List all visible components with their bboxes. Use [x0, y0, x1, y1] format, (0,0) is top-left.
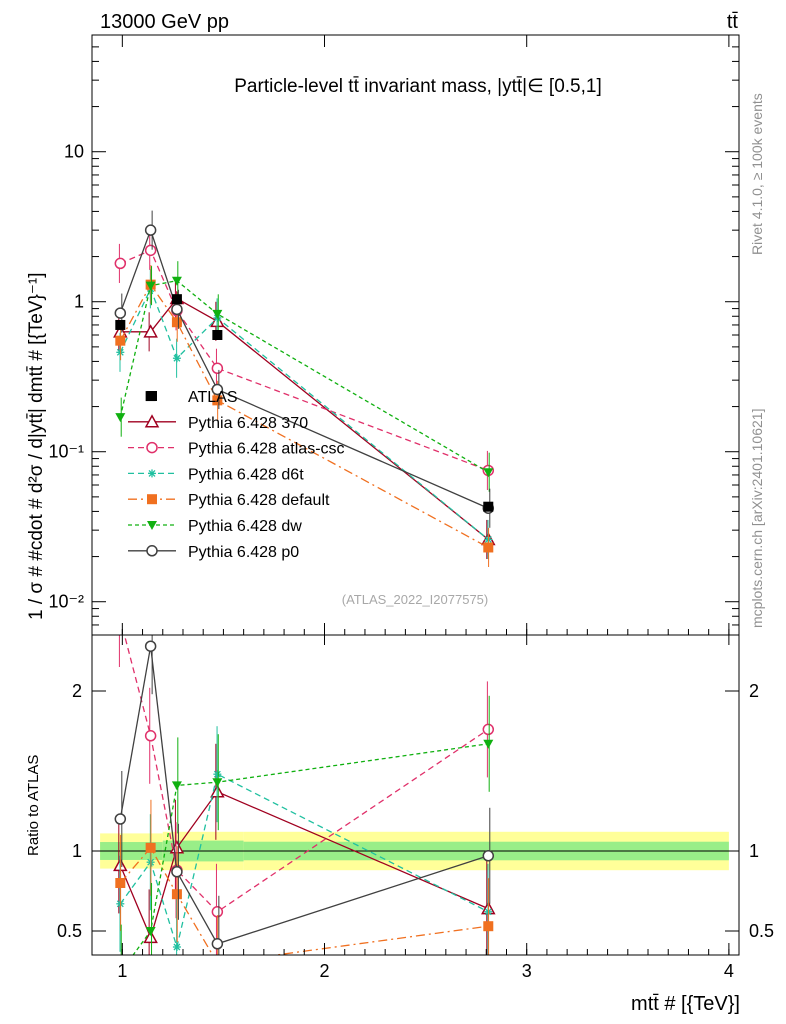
series-5-line — [119, 228, 489, 509]
header-left-label: 13000 GeV pp — [100, 11, 229, 33]
x-axis-label: mtt̄ # [{TeV}] — [631, 993, 740, 1015]
ratio-y-axis-label: Ratio to ATLAS — [25, 755, 42, 856]
series-1-point — [144, 244, 157, 257]
series-4-ratio-point — [212, 778, 223, 788]
y-tick-label: 10⁻² — [48, 592, 84, 612]
legend-marker — [144, 414, 160, 428]
ratio-tick-label-left: 1 — [72, 841, 82, 861]
series-5-point — [114, 307, 127, 319]
reference-point — [115, 319, 126, 330]
reference-point — [212, 330, 223, 340]
series-2-point-stroke — [173, 354, 181, 362]
y-tick-label: 1 — [74, 292, 84, 312]
ratio-tick-label-right: 1 — [749, 841, 759, 861]
legend-marker — [148, 469, 156, 478]
series-4-point — [145, 281, 156, 291]
x-tick-label: 3 — [522, 961, 532, 981]
reference-point — [483, 501, 494, 512]
series-0-point — [143, 324, 158, 338]
y-tick-label: 10 — [64, 142, 84, 162]
series-3-ratio-point — [145, 842, 156, 853]
legend-marker — [146, 441, 158, 454]
series-1-ratio-point — [482, 723, 495, 736]
legend-marker-stroke — [148, 469, 156, 477]
series-4-ratio-point — [145, 927, 156, 936]
series-2-ratio-point — [172, 943, 181, 951]
legend: ATLAS Pythia 6.428 370 Pythia 6.428 atlas-… — [128, 389, 345, 561]
series-2-ratio-point-stroke — [173, 943, 181, 951]
y-tick-label: 10⁻¹ — [48, 442, 84, 462]
series-4-point — [212, 309, 223, 319]
legend-marker — [146, 545, 158, 557]
series-0-ratio-point — [143, 929, 158, 944]
series-1-ratio-line — [123, 635, 489, 913]
mcplots-label: mcplots.cern.ch [arXiv:2401.10621] — [749, 409, 765, 628]
y-axis-label: 1 / σ # #cdot # d²σ / d|ytt̄| dmtt̄ # [{… — [26, 272, 47, 620]
series-1-point — [114, 257, 127, 270]
series-5-ratio-point — [211, 938, 224, 950]
series-5-ratio-point — [144, 640, 157, 652]
rivet-label: Rivet 4.1.0, ≥ 100k events — [749, 93, 765, 255]
legend-label: Pythia 6.428 p0 — [188, 544, 299, 561]
ratio-tick-label-right: 0.5 — [749, 921, 774, 941]
watermark: (ATLAS_2022_I2077575) — [342, 592, 488, 607]
series-3-ratio-point — [212, 958, 222, 968]
legend-label: Pythia 6.428 atlas-csc — [188, 441, 345, 458]
ratio-tick-label-left: 0.5 — [57, 921, 82, 941]
series-5-point — [211, 383, 224, 396]
legend-marker — [147, 521, 157, 530]
series-2-ratio-point — [213, 770, 222, 779]
series-2-ratio-point-stroke — [213, 770, 221, 778]
series-3-point — [212, 395, 223, 406]
series-1-line — [120, 249, 489, 472]
series-4-point — [115, 413, 126, 423]
x-tick-label: 2 — [320, 961, 330, 981]
series-3-ratio-point — [115, 878, 126, 888]
series-5-ratio-point — [171, 866, 183, 878]
legend-label: Pythia 6.428 dw — [188, 518, 302, 535]
series-1-point — [211, 362, 224, 375]
series-5-ratio-point — [114, 813, 127, 825]
reference-point — [171, 294, 182, 305]
chart-title: Particle-level tt̄ invariant mass, |ytt̄… — [234, 76, 602, 97]
series-3-ratio-point — [171, 889, 182, 900]
legend-marker — [147, 494, 157, 505]
series-4-point — [171, 276, 182, 286]
legend-marker — [147, 391, 157, 401]
x-tick-label: 4 — [724, 961, 734, 981]
series-4-ratio-point — [171, 781, 182, 791]
series-3-point — [171, 317, 182, 328]
x-tick-label: 1 — [117, 961, 127, 981]
series-3-point — [483, 542, 494, 553]
header-right-label: tt̄ — [727, 11, 739, 33]
series-1-ratio-point — [115, 614, 125, 624]
ratio-tick-label-right: 2 — [749, 681, 759, 701]
ratio-tick-label-left: 2 — [72, 681, 82, 701]
series-3-point — [115, 335, 126, 346]
series-5-point — [144, 224, 157, 236]
legend-label: ATLAS — [188, 389, 238, 406]
series-5-ratio-point — [482, 850, 495, 862]
legend-label: Pythia 6.428 370 — [188, 415, 308, 432]
legend-label: Pythia 6.428 default — [188, 492, 330, 509]
series-5-point — [171, 303, 183, 316]
ratio-plot-frame — [91, 634, 740, 956]
legend-label: Pythia 6.428 d6t — [188, 466, 304, 483]
series-4-ratio-point — [483, 739, 494, 749]
series-2-point — [172, 354, 181, 363]
series-1-ratio-point — [144, 730, 157, 742]
series-4-point — [483, 468, 494, 478]
series-3-ratio-point — [483, 921, 494, 932]
